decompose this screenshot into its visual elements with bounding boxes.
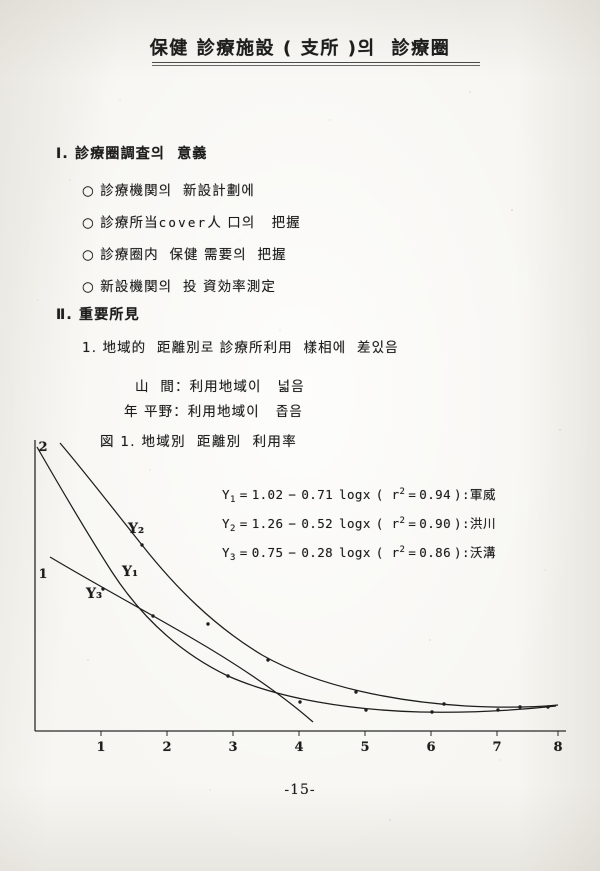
eq1-lhs: Y bbox=[222, 487, 230, 502]
eq3-term: logx bbox=[339, 545, 371, 560]
eq3-r-value: 0.86 bbox=[419, 545, 451, 560]
chart-ytick-2: 2 bbox=[38, 440, 48, 455]
eq1-r-value: 0.94 bbox=[419, 487, 451, 502]
eq3-r-exponent: 2 bbox=[399, 545, 406, 555]
section-1-bullet-1: ○ 診療機関의 新設計劃에 bbox=[82, 183, 255, 199]
eq1-sub: 1 bbox=[229, 495, 236, 505]
eq3-minus: − bbox=[288, 545, 297, 560]
eq1-r-eq: = bbox=[408, 487, 417, 502]
section-2-item-1: 1. 地域的 距離別로 診療所利用 樣相에 差있음 bbox=[82, 340, 399, 356]
chart-label-y2: Y₂ bbox=[128, 521, 144, 537]
eq1-slope: 0.71 bbox=[301, 487, 334, 502]
equation-block: Y1 = 1.02−0.71 logx( r2 = 0.94):軍威 Y2 = 1.26−0.… bbox=[222, 484, 496, 571]
section-1-bullet-4: ○ 新設機関의 投 資効率測定 bbox=[82, 279, 276, 295]
eq1-colon: : bbox=[461, 487, 470, 502]
section-2-subitem-mountain: 山 間：利用地域이 넓음 bbox=[135, 379, 305, 395]
eq2-r-exponent: 2 bbox=[399, 516, 406, 526]
chart-label-y1: Y₁ bbox=[122, 564, 138, 580]
eq2-intercept: 1.26 bbox=[251, 516, 284, 531]
eq3-sub: 3 bbox=[229, 553, 236, 563]
section-1-bullet-2-post: 人 口의 把握 bbox=[207, 215, 301, 231]
eq1-r-exponent: 2 bbox=[399, 487, 406, 497]
equation-row-3: Y3 = 0.75−0.28 logx( r2 = 0.86):沃溝 bbox=[222, 542, 496, 571]
eq1-r-close: ) bbox=[454, 487, 462, 502]
page-title: 保健 診療施設 ( 支所 )의 診療圈 bbox=[149, 38, 451, 59]
equation-row-2: Y2 = 1.26−0.52 logx( r2 = 0.90):洪川 bbox=[222, 513, 496, 542]
chart-xtick-7: 7 bbox=[492, 740, 502, 755]
section-heading-1: Ⅰ. 診療圈調査의 意義 bbox=[56, 146, 208, 162]
eq1-intercept: 1.02 bbox=[251, 487, 284, 502]
eq3-r-close: ) bbox=[454, 545, 462, 560]
eq2-lhs: Y bbox=[222, 516, 230, 531]
chart-xtick-2: 2 bbox=[162, 740, 172, 755]
chart-ytick-1: 1 bbox=[38, 567, 48, 582]
page-number: -15- bbox=[284, 782, 316, 798]
eq1-minus: − bbox=[288, 487, 297, 502]
eq1-r-open: ( r bbox=[375, 487, 400, 502]
eq3-intercept: 0.75 bbox=[251, 545, 284, 560]
eq2-slope: 0.52 bbox=[301, 516, 334, 531]
eq3-r-open: ( r bbox=[375, 545, 400, 560]
chart-label-y1-text: Y₁ bbox=[122, 564, 139, 580]
chart-xtick-1: 1 bbox=[96, 740, 106, 755]
eq2-sub: 2 bbox=[229, 524, 236, 534]
chart-label-y3: Y₃ bbox=[86, 586, 102, 602]
title-underline-lower bbox=[152, 65, 480, 66]
eq3-slope: 0.28 bbox=[301, 545, 334, 560]
eq2-place: 洪川 bbox=[469, 516, 497, 531]
eq3-place: 沃溝 bbox=[469, 545, 497, 560]
equation-row-1: Y1 = 1.02−0.71 logx( r2 = 0.94):軍威 bbox=[222, 484, 496, 513]
section-1-bullet-2: ○ 診療所当cover人 口의 把握 bbox=[82, 211, 301, 231]
eq1-term: logx bbox=[339, 487, 371, 502]
eq2-r-close: ) bbox=[454, 516, 462, 531]
eq3-eq: = bbox=[239, 545, 248, 560]
chart-y1-data-points bbox=[226, 674, 550, 714]
section-1-bullet-2-pre: ○ 診療所当 bbox=[82, 215, 159, 231]
eq1-eq: = bbox=[239, 487, 248, 502]
eq1-place: 軍威 bbox=[469, 487, 497, 502]
section-1-bullet-3: ○ 診療圈内 保健 需要의 把握 bbox=[82, 247, 287, 263]
chart-xtick-4: 4 bbox=[294, 740, 304, 755]
eq2-minus: − bbox=[288, 516, 297, 531]
eq2-eq: = bbox=[239, 516, 248, 531]
chart-label-y3-text: Y₃ bbox=[86, 586, 103, 602]
section-heading-2: Ⅱ. 重要所見 bbox=[56, 307, 140, 323]
chart-y3-data-points bbox=[101, 587, 155, 618]
chart-xtick-3: 3 bbox=[228, 740, 238, 755]
section-1-bullet-2-cover-term: cover bbox=[158, 215, 208, 230]
section-2-subitem-plain: 年 平野：利用地域이 좁음 bbox=[124, 404, 303, 420]
eq3-lhs: Y bbox=[222, 545, 230, 560]
eq3-r-eq: = bbox=[408, 545, 417, 560]
eq2-r-value: 0.90 bbox=[419, 516, 451, 531]
eq2-colon: : bbox=[461, 516, 470, 531]
chart-xtick-8: 8 bbox=[553, 740, 563, 755]
chart-xtick-5: 5 bbox=[360, 740, 370, 755]
chart-x-ticks bbox=[100, 731, 559, 736]
eq3-colon: : bbox=[461, 545, 470, 560]
figure-caption: 図 1. 地域別 距離別 利用率 bbox=[100, 434, 298, 450]
chart-series-y3-line bbox=[49, 556, 314, 723]
chart-xtick-6: 6 bbox=[426, 740, 436, 755]
title-block: 保健 診療施設 ( 支所 )의 診療圈 bbox=[0, 34, 600, 66]
chart-label-y2-text: Y₂ bbox=[128, 521, 145, 537]
title-underline-upper bbox=[152, 62, 480, 63]
eq2-r-open: ( r bbox=[375, 516, 400, 531]
eq2-term: logx bbox=[339, 516, 371, 531]
eq2-r-eq: = bbox=[408, 516, 417, 531]
